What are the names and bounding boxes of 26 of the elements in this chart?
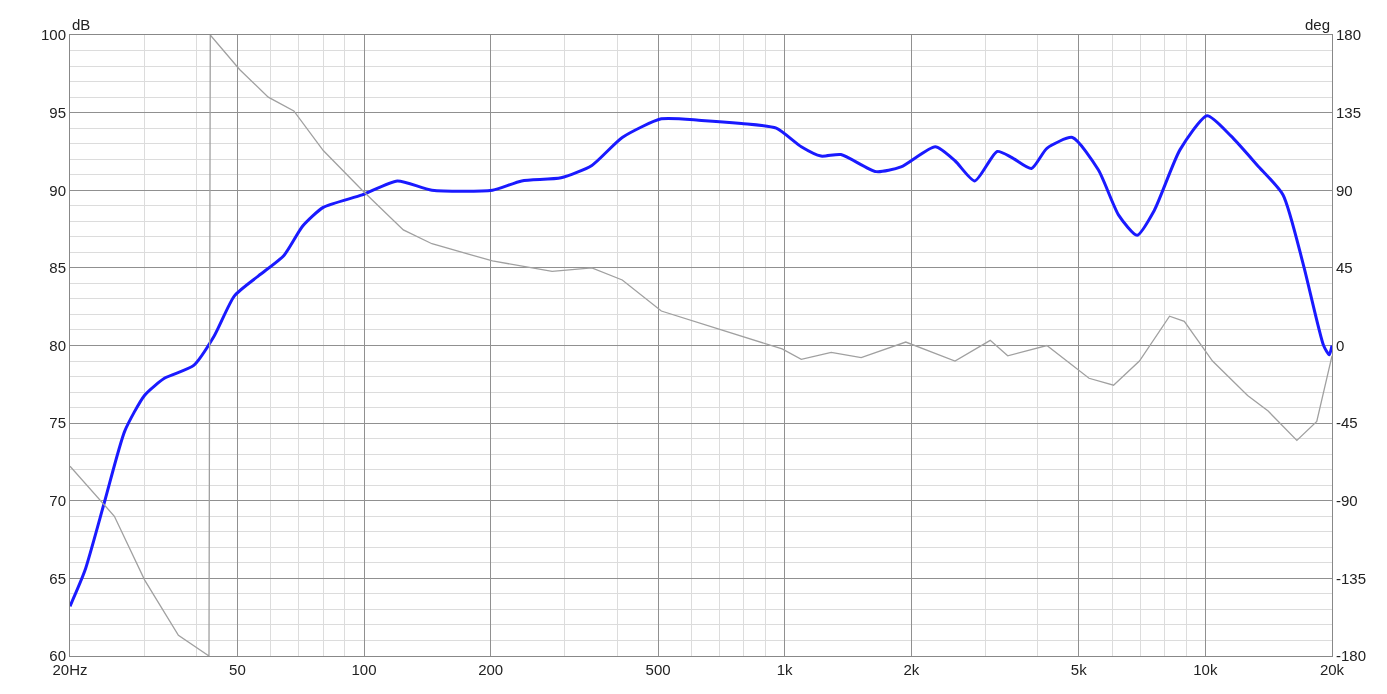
x-tick-label: 500 bbox=[645, 661, 671, 678]
y-axis-title: dB bbox=[72, 16, 91, 33]
y2-axis-title: deg bbox=[1305, 16, 1331, 33]
x-tick-label: 1k bbox=[776, 661, 794, 678]
y-tick-label: 65 bbox=[49, 569, 66, 587]
y-tick-label: 80 bbox=[49, 336, 66, 354]
y2-tick-label: -90 bbox=[1336, 492, 1358, 509]
y2-tick-label: 45 bbox=[1336, 259, 1353, 277]
y-tick-label: 70 bbox=[49, 492, 66, 509]
x-tick-label: 100 bbox=[351, 661, 377, 678]
x-tick-label: 5k bbox=[1070, 661, 1088, 678]
x-tick-label: 50 bbox=[229, 661, 246, 678]
y-tick-label: 85 bbox=[49, 259, 66, 277]
y2-tick-label: 180 bbox=[1336, 26, 1362, 44]
y2-tick-label: -135 bbox=[1336, 569, 1367, 587]
y-tick-label: 100 bbox=[40, 26, 66, 44]
y2-tick-label: 90 bbox=[1336, 181, 1353, 199]
y2-tick-label: -45 bbox=[1336, 414, 1358, 432]
x-tick-label: 200 bbox=[478, 661, 504, 678]
y2-tick-label: 135 bbox=[1336, 103, 1362, 121]
y-tick-label: 75 bbox=[49, 414, 66, 432]
y2-tick-label: 0 bbox=[1336, 336, 1345, 354]
x-tick-label: 10k bbox=[1193, 661, 1218, 678]
y-tick-label: 95 bbox=[49, 103, 66, 121]
x-tick-label: 2k bbox=[903, 661, 920, 678]
y-tick-label: 90 bbox=[49, 181, 66, 199]
